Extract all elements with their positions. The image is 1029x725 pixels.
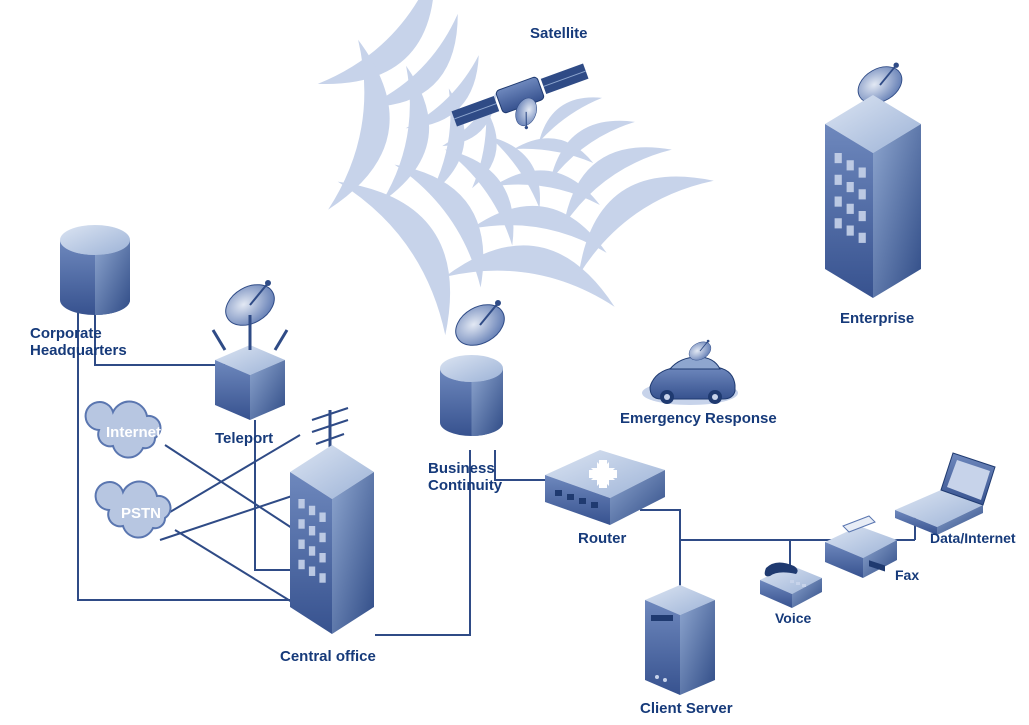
- business-continuity-label: BusinessContinuity: [428, 460, 518, 495]
- central-office-icon: [290, 408, 374, 634]
- router-icon: [545, 450, 665, 525]
- central-office-label: Central office: [280, 648, 376, 665]
- nodes-layer: [0, 0, 1029, 725]
- teleport-icon: [213, 276, 287, 420]
- enterprise-icon: [825, 59, 921, 298]
- voice-label: Voice: [775, 610, 811, 626]
- data-internet-label: Data/Internet: [930, 530, 1016, 546]
- enterprise-label: Enterprise: [840, 310, 914, 327]
- corporate-hq-label: CorporateHeadquarters: [30, 325, 140, 360]
- teleport-label: Teleport: [215, 430, 273, 447]
- client-server-label: Client Server: [640, 700, 733, 717]
- network-diagram: Satellite Enterprise CorporateHeadquarte…: [0, 0, 1029, 725]
- corporate-hq-icon: [60, 225, 130, 315]
- emergency-response-icon: [642, 338, 738, 405]
- emergency-response-label: Emergency Response: [620, 410, 777, 427]
- business-continuity-icon: [440, 296, 512, 436]
- satellite-icon: [450, 60, 599, 156]
- pstn-label: PSTN: [121, 505, 161, 522]
- laptop-icon: [895, 453, 995, 535]
- fax-label: Fax: [895, 567, 919, 583]
- client-server-icon: [645, 585, 715, 695]
- router-label: Router: [578, 530, 626, 547]
- internet-label: Internet: [106, 424, 161, 441]
- fax-icon: [825, 516, 897, 578]
- satellite-label: Satellite: [530, 25, 588, 42]
- voice-phone-icon: [760, 562, 822, 608]
